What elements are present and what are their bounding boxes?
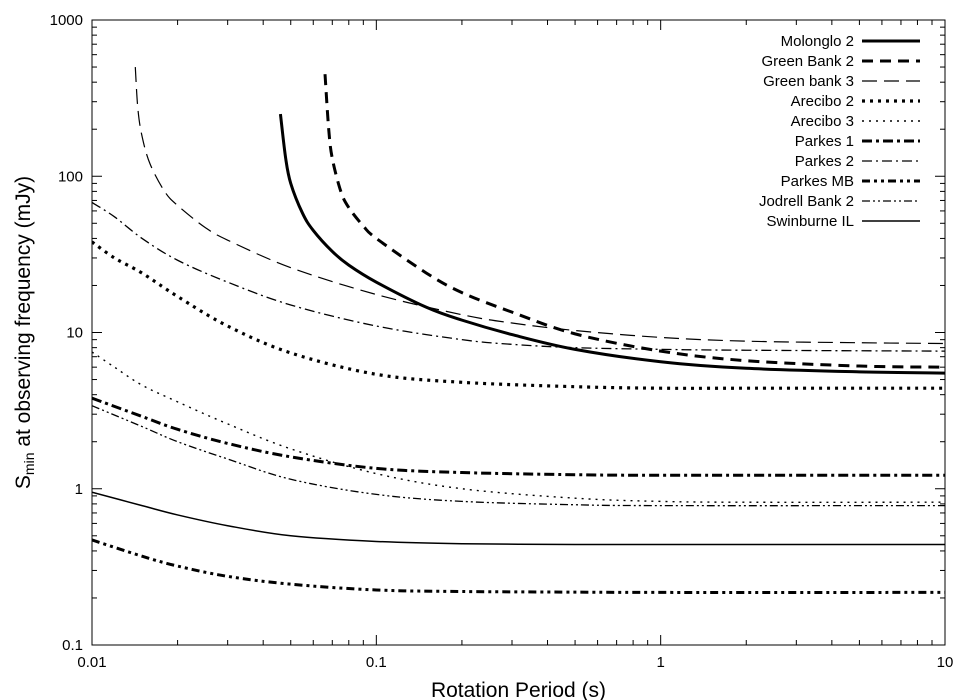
x-tick-label: 0.01 — [77, 654, 106, 671]
y-axis-title-rest: at observing frequency (mJy) — [12, 176, 35, 453]
legend-item-molonglo-2: Molonglo 2 — [781, 33, 920, 50]
legend-label: Green bank 3 — [763, 73, 854, 90]
legend-label: Parkes 1 — [795, 133, 854, 150]
y-tick-label: 10 — [66, 325, 83, 342]
y-axis-title-subscript: min — [21, 453, 37, 476]
legend-label: Swinburne IL — [766, 213, 854, 230]
legend-item-parkes-1: Parkes 1 — [795, 133, 920, 150]
series-line-arecibo-2 — [92, 240, 945, 390]
legend-item-arecibo-2: Arecibo 2 — [791, 93, 920, 110]
plot-area — [92, 67, 945, 594]
series-line-arecibo-3 — [92, 351, 945, 503]
x-axis-title: Rotation Period (s) — [431, 679, 606, 700]
y-tick-label: 1 — [75, 481, 83, 498]
series-line-parkes-mb — [92, 538, 945, 594]
series-line-green-bank-2 — [323, 74, 945, 369]
x-tick-label: 10 — [937, 654, 954, 671]
legend-label: Jodrell Bank 2 — [759, 193, 854, 210]
legend-item-arecibo-3: Arecibo 3 — [791, 113, 920, 130]
series-line-jodrell-bank-2 — [92, 405, 945, 507]
legend-label: Arecibo 3 — [791, 113, 854, 130]
legend-label: Parkes 2 — [795, 153, 854, 170]
legend: Molonglo 2 Green Bank 2 Green bank 3 Arecib… — [759, 33, 920, 230]
x-tick-label: 1 — [656, 654, 664, 671]
series-line-green-bank-3 — [134, 67, 945, 345]
legend-label: Green Bank 2 — [761, 53, 854, 70]
legend-item-green-bank-3: Green bank 3 — [763, 73, 920, 90]
y-tick-label: 1000 — [50, 12, 83, 29]
legend-label: Parkes MB — [781, 173, 854, 190]
legend-item-swinburne-il: Swinburne IL — [766, 213, 920, 230]
series-line-swinburne-il — [92, 491, 945, 546]
x-tick-label: 0.1 — [366, 654, 387, 671]
y-tick-label: 100 — [58, 168, 83, 185]
y-axis-title-base: S — [12, 475, 35, 489]
series-line-parkes-2 — [92, 201, 945, 352]
legend-item-parkes-mb: Parkes MB — [781, 173, 920, 190]
legend-label: Arecibo 2 — [791, 93, 854, 110]
y-axis-title: Smin at observing frequency (mJy) — [12, 176, 37, 489]
legend-label: Molonglo 2 — [781, 33, 854, 50]
legend-item-green-bank-2: Green Bank 2 — [761, 53, 920, 70]
series-line-parkes-1 — [92, 396, 945, 477]
legend-item-parkes-2: Parkes 2 — [795, 153, 920, 170]
legend-item-jodrell-bank-2: Jodrell Bank 2 — [759, 193, 920, 210]
y-tick-label: 0.1 — [62, 637, 83, 654]
